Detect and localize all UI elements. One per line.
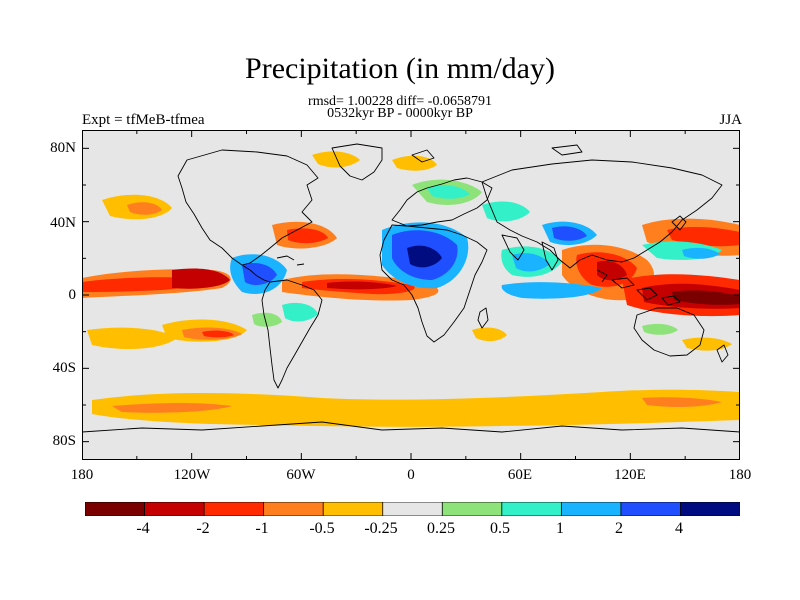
x-tick-label: 60W [286, 467, 316, 483]
x-tick-label: 180 [728, 467, 752, 483]
map-title: Precipitation (in mm/day) [245, 52, 555, 85]
colorbar-swatch [322, 501, 384, 517]
colorbar-swatch [620, 501, 682, 517]
colorbar-swatch [144, 501, 205, 517]
colorbar-label: 2 [615, 520, 623, 537]
y-tick-label: 80S [52, 433, 76, 449]
period-line: 0532kyr BP - 0000kyr BP [327, 106, 473, 121]
colorbar-swatch [501, 501, 563, 517]
x-tick-label: 60E [507, 467, 533, 483]
colorbar-swatch [84, 501, 146, 517]
colorbar-swatch [560, 501, 622, 517]
colorbar-swatch [382, 501, 443, 517]
x-tick-label: 120E [614, 467, 646, 483]
experiment-label: Expt = tfMeB-tfmea [82, 112, 205, 128]
precip-anomaly-field [82, 151, 740, 427]
x-tick-label: 180 [70, 467, 94, 483]
colorbar-swatch [680, 501, 741, 517]
colorbar-label: -2 [196, 520, 210, 537]
colorbar-label: 4 [675, 520, 683, 537]
colorbar [84, 501, 741, 517]
colorbar-label: -0.5 [309, 520, 335, 537]
colorbar-label: -4 [136, 520, 150, 537]
colorbar-label: 0.25 [427, 520, 455, 537]
stats-line: rmsd= 1.00228 diff= -0.0658791 [308, 94, 492, 109]
colorbar-swatch [203, 501, 265, 517]
coastline-layer [82, 143, 740, 433]
y-tick-label: 80N [50, 140, 76, 156]
map-panel [82, 130, 740, 460]
colorbar-swatch [263, 501, 324, 517]
colorbar-swatch [441, 501, 503, 517]
x-tick-label: 0 [407, 467, 415, 483]
axis-ticks [82, 130, 740, 460]
colorbar-label: -0.25 [364, 520, 398, 537]
x-tick-label: 120W [173, 467, 211, 483]
y-tick-label: 40N [50, 215, 76, 231]
colorbar-label: 1 [556, 520, 564, 537]
colorbar-label: 0.5 [490, 520, 510, 537]
colorbar-label: -1 [255, 520, 269, 537]
season-label: JJA [719, 112, 742, 128]
y-tick-label: 0 [68, 287, 77, 303]
y-tick-label: 40S [52, 360, 76, 376]
